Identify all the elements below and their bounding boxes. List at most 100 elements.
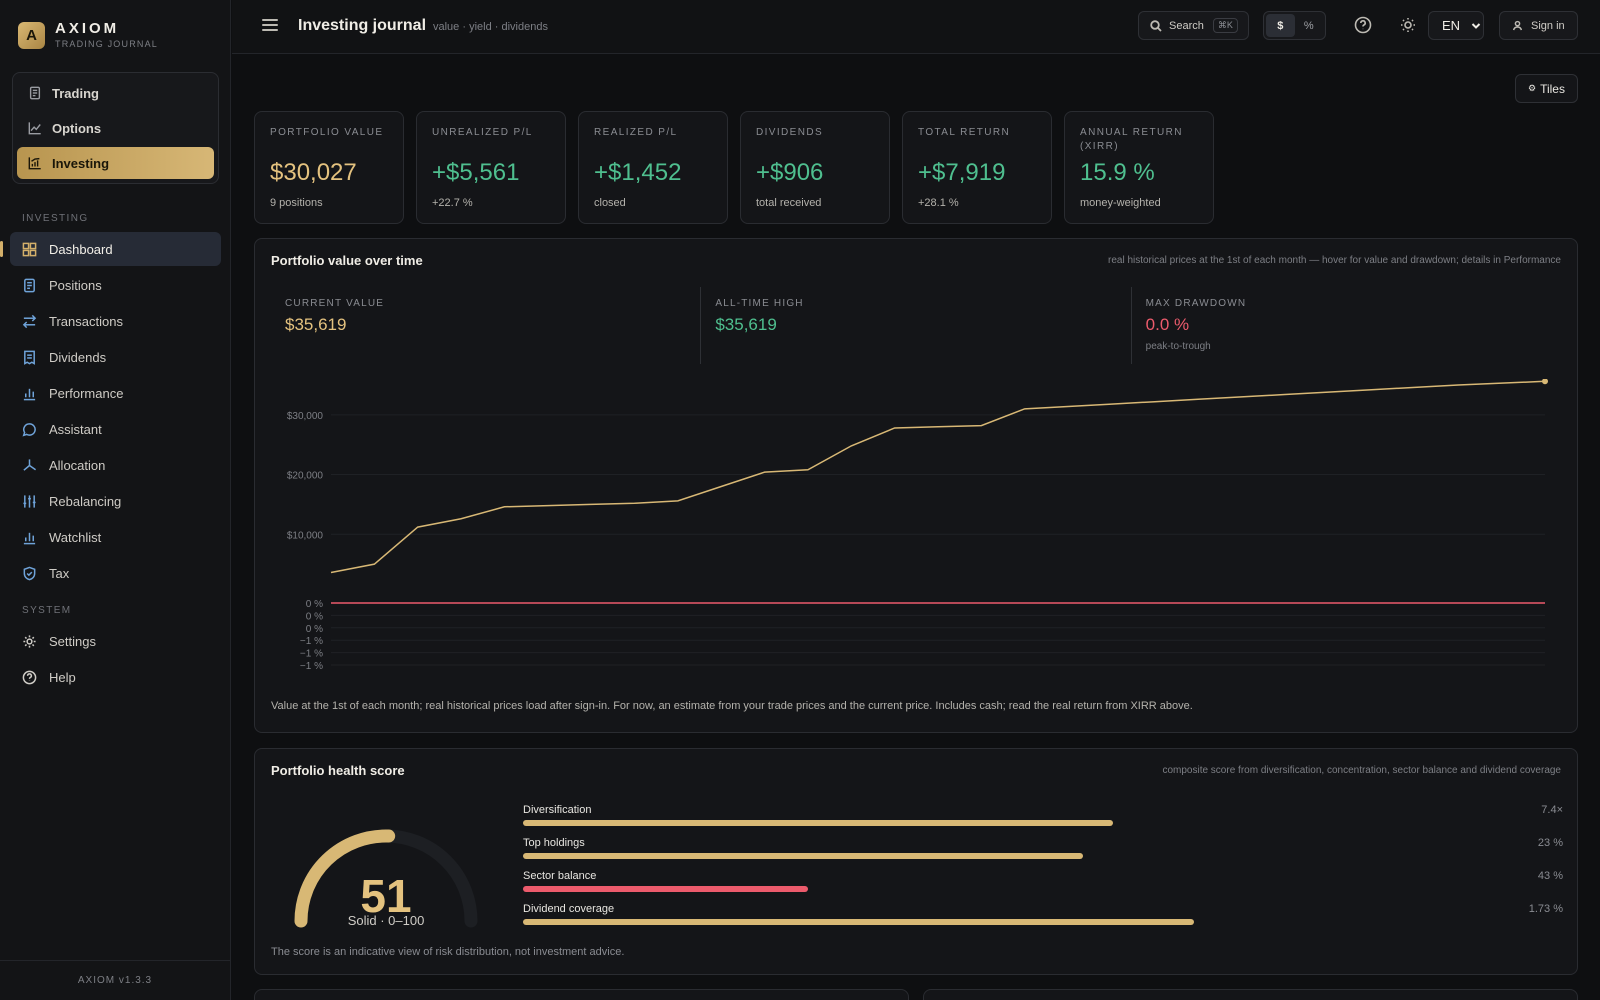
sidebar-item-allocation[interactable]: Allocation [10,448,221,482]
metric-bar [523,886,808,892]
sidebar-item-performance[interactable]: Performance [10,376,221,410]
kpi-sub: +28.1 % [918,197,959,209]
bar-chart-icon [23,388,36,400]
kpi-label: REALIZED P/L [594,127,678,138]
kpi-value: +$1,452 [594,159,682,186]
series-line [330,380,1546,574]
receipt-icon [24,350,35,365]
sun-icon [1401,18,1415,32]
kpi-sub: +22.7 % [432,197,473,209]
logo-icon: A [18,21,45,49]
kpi-portfolio-value[interactable]: PORTFOLIO VALUE $30,027 9 positions [254,111,404,224]
toggle-percent[interactable]: % [1303,19,1314,32]
mode-label: Investing [52,155,110,171]
menu-icon[interactable] [262,19,278,33]
health-score-value: 51 [360,870,412,922]
kpi-label: PORTFOLIO VALUE [270,127,384,138]
page-title: Investing journal [298,17,427,34]
sign-in-label: Sign in [1531,19,1565,32]
currency-percent-toggle: $ % [1263,11,1326,40]
sidebar-item-watchlist[interactable]: Watchlist [10,520,221,554]
drawdown-tick-label: 0 % [306,611,323,622]
transfer-icon [22,314,37,328]
mode-options[interactable]: Options [17,112,214,144]
sidebar-item-label: Tax [49,565,70,581]
sidebar-item-label: Dashboard [49,241,113,257]
kpi-annual-return[interactable]: ANNUAL RETURN (XIRR) 15.9 % money-weight… [1064,111,1214,224]
sidebar-item-label: Watchlist [49,529,102,545]
metric-label: Dividend coverage [523,903,615,915]
sidebar-item-label: Settings [49,633,96,649]
sidebar-item-help[interactable]: Help [10,660,221,694]
kpi-total-return[interactable]: TOTAL RETURN +$7,919 +28.1 % [902,111,1052,224]
card-title: Portfolio value over time [271,253,423,268]
search-label: Search [1169,19,1204,32]
max-label: max $35,619 [1476,379,1535,380]
metric-sector-balance: Sector balance 43 % [523,870,1563,903]
bar-chart-icon [23,532,36,544]
portfolio-stats: CURRENT VALUE $35,619 ALL-TIME HIGH $35,… [271,287,1561,364]
next-card-left [254,989,909,1000]
kpi-label: ANNUAL RETURN (XIRR) [1080,127,1183,152]
sidebar-item-assistant[interactable]: Assistant [10,412,221,446]
sidebar-item-positions[interactable]: Positions [10,268,221,302]
kpi-sub: closed [594,197,626,209]
metric-bar [523,820,1113,826]
card-title: Portfolio health score [271,763,405,778]
language-select[interactable]: EN [1428,11,1484,40]
toggle-currency[interactable]: $ [1266,14,1295,37]
version-label: AXIOM v1.3.3 [0,960,230,1000]
kpi-value: +$7,919 [918,159,1006,186]
kpi-value: +$906 [756,159,824,186]
dashboard-icon [22,242,37,256]
mode-investing[interactable]: Investing [17,147,214,179]
document-icon [29,86,41,100]
max-point [1542,379,1548,385]
kpi-realized-pl[interactable]: REALIZED P/L +$1,452 closed [578,111,728,224]
growth-chart-icon [28,157,41,170]
drawdown-tick-label: −1 % [300,661,323,672]
sidebar-item-label: Positions [49,277,102,293]
sidebar-item-tax[interactable]: Tax [10,556,221,590]
sidebar-item-label: Allocation [49,457,106,473]
stat-max-drawdown: MAX DRAWDOWN 0.0 % peak-to-trough [1132,287,1561,364]
search-shortcut: ⌘K [1212,18,1238,33]
kpi-dividends[interactable]: DIVIDENDS +$906 total received [740,111,890,224]
y-tick-label: $10,000 [287,530,324,541]
line-chart-icon [28,122,41,135]
theme-button[interactable] [1399,16,1419,36]
health-gauge [294,829,478,928]
search-button[interactable]: Search ⌘K [1138,11,1249,40]
health-metrics: Diversification 7.4× Top holdings 23 % S… [523,804,1563,936]
kpi-label: UNREALIZED P/L [432,127,533,138]
kpi-unrealized-pl[interactable]: UNREALIZED P/L +$5,561 +22.7 % [416,111,566,224]
kpi-sub: 9 positions [270,197,323,209]
sidebar-item-transactions[interactable]: Transactions [10,304,221,338]
sidebar-item-dashboard[interactable]: Dashboard [0,232,221,266]
tiles-button[interactable]: ⚙ Tiles [1515,74,1578,103]
metric-value: 23 % [1537,837,1563,849]
stat-value: $35,619 [715,315,777,334]
mode-switcher: Trading Options Investing [12,72,219,184]
stat-sub: peak-to-trough [1145,341,1211,352]
metric-label: Diversification [523,804,592,816]
kpi-label: TOTAL RETURN [918,127,1011,138]
mode-trading[interactable]: Trading [17,77,214,109]
metric-label: Top holdings [523,837,585,849]
portfolio-value-chart[interactable]: $10,000$20,000$30,000max $35,6190 %0 %0 … [255,379,1577,689]
sidebar-item-settings[interactable]: Settings [10,624,221,658]
card-note: composite score from diversification, co… [1162,765,1561,776]
brand[interactable]: A AXIOM TRADING JOURNAL [18,21,158,49]
help-button[interactable] [1354,16,1374,36]
chart-footnote: Value at the 1st of each month; real his… [271,700,1193,712]
section-label-investing: INVESTING [22,213,89,224]
sign-in-button[interactable]: Sign in [1499,11,1578,40]
sidebar-item-dividends[interactable]: Dividends [10,340,221,374]
mode-label: Trading [52,85,99,101]
sidebar-item-rebalancing[interactable]: Rebalancing [10,484,221,518]
health-score-label: Solid · 0–100 [347,913,425,928]
metric-bar [523,919,1194,925]
topbar: Investing journal value · yield · divide… [232,0,1600,54]
chevron-down-icon [1471,22,1481,29]
